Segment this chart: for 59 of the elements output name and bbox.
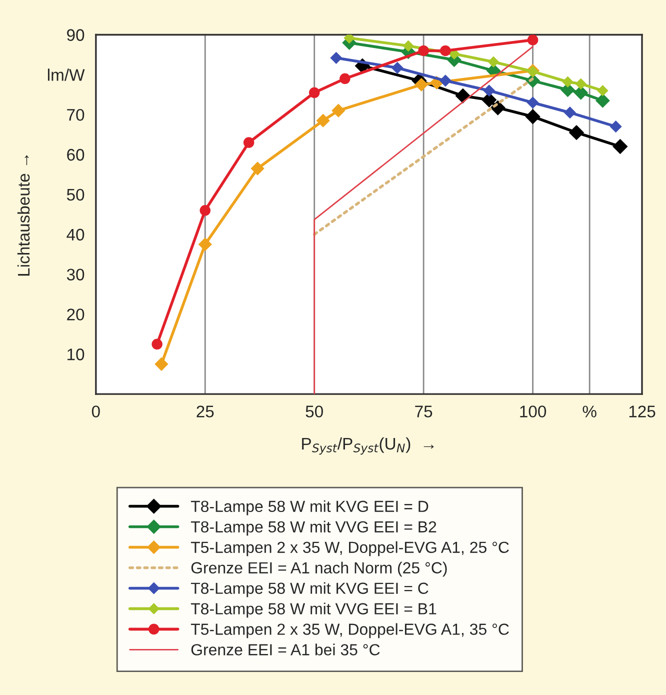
x-tick-label: 125 bbox=[629, 406, 656, 418]
y-tick-label: 10 bbox=[68, 348, 84, 360]
point bbox=[152, 338, 162, 350]
y-tick-label: 70 bbox=[67, 109, 84, 121]
x-tick-label: % bbox=[582, 406, 596, 418]
point bbox=[340, 73, 350, 84]
point bbox=[402, 40, 414, 52]
legend-label: Grenze EEI = A1 bei 35 °C bbox=[191, 644, 380, 656]
y-tick-label: 60 bbox=[67, 148, 84, 161]
point bbox=[154, 358, 168, 371]
legend-label: T8-Lampe 58 W mit KVG EEI = D bbox=[190, 500, 428, 516]
point bbox=[610, 120, 622, 132]
y-tick-label: 40 bbox=[66, 228, 84, 241]
x-tick-label: 75 bbox=[415, 406, 432, 418]
x-tick-label: 50 bbox=[306, 406, 323, 418]
point bbox=[392, 62, 404, 74]
point bbox=[200, 205, 211, 216]
point bbox=[596, 94, 610, 108]
point bbox=[456, 88, 470, 104]
point bbox=[198, 238, 212, 251]
point bbox=[612, 139, 628, 154]
point bbox=[316, 114, 330, 128]
point bbox=[526, 96, 539, 108]
legend-label: T5-Lampen 2 x 35 W, Doppel-EVG A1, 25 °C bbox=[190, 541, 509, 556]
point bbox=[564, 106, 576, 118]
point bbox=[250, 162, 264, 176]
point bbox=[597, 85, 608, 96]
point bbox=[344, 34, 355, 44]
y-tick-label: 30 bbox=[66, 268, 84, 280]
x-tick-label: 100 bbox=[520, 406, 546, 418]
y-tick-label: lm/W bbox=[48, 68, 85, 81]
point bbox=[243, 137, 254, 148]
point bbox=[527, 34, 538, 46]
legend-label: T8-Lampe 58 W mit VVG EEI = B2 bbox=[190, 520, 436, 536]
point bbox=[414, 78, 428, 92]
x-axis-title: P$_{Syst}$/P$_{Syst}$(U$_{N}$) → bbox=[302, 437, 434, 455]
point bbox=[488, 56, 499, 68]
y-tick-label: 90 bbox=[67, 29, 84, 41]
legend-label: T5-Lampen 2 x 35 W, Doppel-EVG A1, 35 °C bbox=[190, 623, 509, 638]
x-tick-label: 0 bbox=[92, 406, 100, 418]
point bbox=[440, 45, 451, 56]
point bbox=[483, 84, 495, 96]
point bbox=[525, 109, 540, 124]
x-tick-label: 25 bbox=[196, 406, 214, 418]
y-tick-label: 20 bbox=[67, 308, 84, 320]
point bbox=[562, 76, 574, 88]
point bbox=[308, 87, 320, 98]
point bbox=[569, 125, 584, 140]
legend-label: T8-Lampe 58 W mit KVG EEI = C bbox=[190, 582, 428, 598]
point bbox=[440, 74, 452, 86]
point bbox=[330, 52, 342, 64]
point bbox=[574, 86, 588, 100]
point bbox=[575, 78, 586, 90]
point bbox=[418, 45, 429, 56]
y-axis-title: Lichtausbeute → bbox=[17, 155, 30, 276]
y-tick-label: 50 bbox=[66, 188, 84, 201]
legend-label: Grenze EEI = A1 nach Norm (25 °C) bbox=[191, 562, 447, 577]
legend-label: T8-Lampe 58 W mit VVG EEI = B1 bbox=[190, 602, 436, 618]
point bbox=[332, 104, 345, 118]
